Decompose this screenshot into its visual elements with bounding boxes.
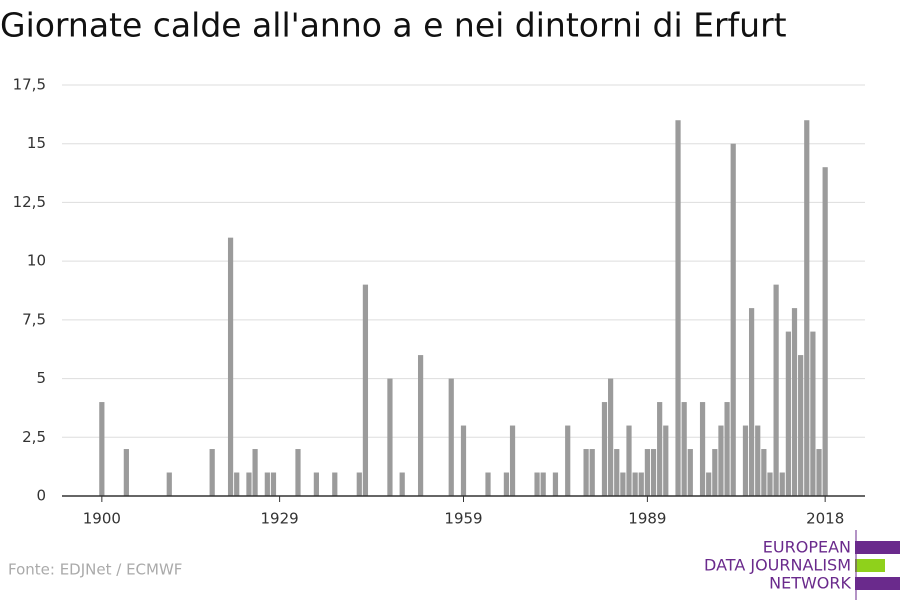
bar: [816, 449, 822, 496]
bar: [675, 120, 681, 496]
bar: [626, 425, 632, 496]
bar: [252, 449, 258, 496]
logo-text: DATA JOURNALISM: [704, 556, 851, 575]
bar: [589, 449, 595, 496]
bar: [448, 378, 454, 496]
bar: [227, 237, 234, 496]
bar: [804, 120, 810, 496]
bar: [663, 425, 669, 496]
bar: [534, 472, 540, 496]
bar: [798, 355, 804, 496]
bar: [620, 472, 626, 496]
x-tick-label: 1959: [444, 510, 482, 528]
bar: [509, 425, 516, 496]
bar: [761, 449, 767, 496]
bar: [356, 472, 362, 496]
bar: [552, 472, 559, 496]
bar: [773, 284, 779, 496]
bar: [460, 425, 467, 496]
bar: [724, 402, 730, 496]
logo-bar: [855, 559, 885, 572]
chart-title: Giornate calde all'anno a e nei dintorni…: [0, 6, 787, 45]
y-tick-label: 12,5: [13, 193, 46, 211]
logo-text: EUROPEAN: [763, 538, 851, 557]
y-tick-label: 0: [36, 487, 46, 505]
bar: [332, 472, 338, 496]
x-tick-label: 1929: [261, 510, 299, 528]
bar: [791, 308, 798, 496]
bar: [644, 449, 650, 496]
bar: [295, 449, 301, 496]
bar: [565, 425, 571, 496]
bar: [399, 472, 405, 496]
bar: [246, 472, 252, 496]
bar: [706, 472, 712, 496]
y-tick-label: 7,5: [22, 310, 46, 328]
bar: [417, 355, 424, 496]
bar: [608, 378, 614, 496]
bar: [270, 472, 277, 496]
bar: [123, 449, 129, 496]
bar: [657, 402, 663, 496]
logo-bar: [855, 541, 900, 554]
bar: [822, 167, 828, 496]
y-tick-label: 10: [27, 252, 46, 270]
bar: [755, 425, 761, 496]
bar: [650, 449, 657, 496]
bar: [687, 449, 693, 496]
logo-bar: [855, 577, 900, 590]
bar: [540, 472, 546, 496]
bar: [362, 284, 369, 496]
bar: [810, 331, 816, 496]
y-tick-label: 2,5: [22, 428, 46, 446]
bar: [209, 449, 215, 496]
bar: [767, 472, 773, 496]
bar: [748, 308, 755, 496]
bar: [503, 472, 510, 496]
bar: [730, 143, 736, 496]
bar: [166, 472, 172, 496]
bar: [718, 425, 724, 496]
bar: [632, 472, 638, 496]
bar: [638, 472, 644, 496]
x-tick-label: 1900: [83, 510, 121, 528]
logo-text: NETWORK: [769, 574, 851, 593]
bar: [601, 402, 608, 496]
bar: [712, 449, 718, 496]
bar: [699, 402, 706, 496]
bar: [264, 472, 270, 496]
bar: [313, 472, 319, 496]
y-tick-label: 17,5: [13, 76, 46, 94]
bar: [742, 425, 749, 496]
bar: [583, 449, 589, 496]
x-tick-label: 2018: [806, 510, 844, 528]
bar: [779, 472, 785, 496]
bar: [785, 331, 791, 496]
bar: [234, 472, 240, 496]
y-tick-label: 15: [27, 134, 46, 152]
x-tick-label: 1989: [628, 510, 666, 528]
source: Fonte: EDJNet / ECMWF: [8, 561, 182, 579]
bar: [681, 402, 687, 496]
bar: [387, 378, 393, 496]
bar: [614, 449, 620, 496]
y-tick-label: 5: [36, 369, 46, 387]
bar: [99, 402, 105, 496]
bar: [485, 472, 491, 496]
